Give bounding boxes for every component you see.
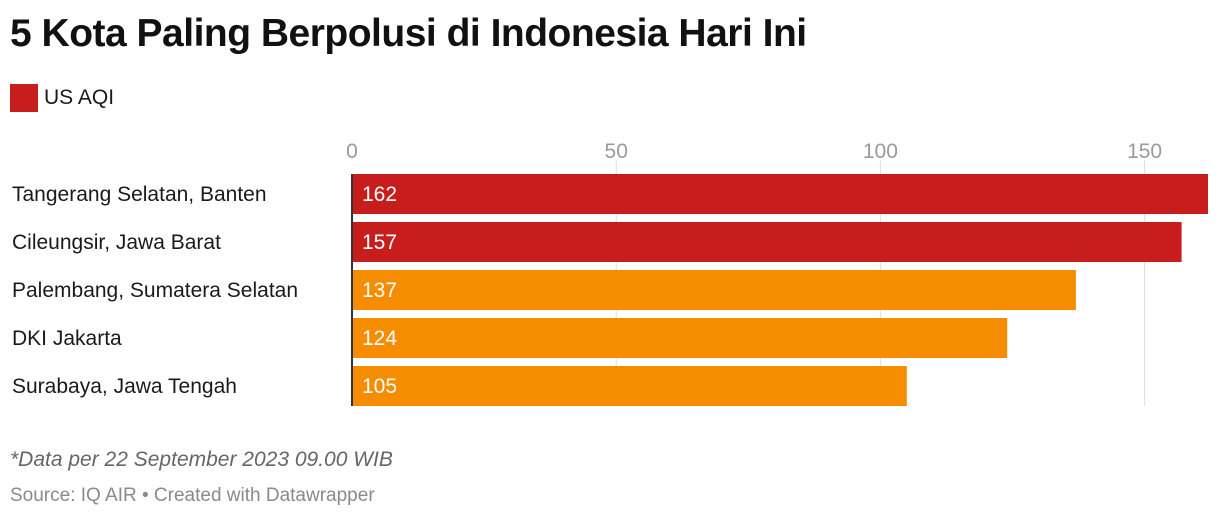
category-label: Cileungsir, Jawa Barat	[12, 231, 221, 254]
x-tick-label: 100	[863, 140, 898, 163]
bar-value-label: 105	[362, 375, 397, 398]
data-note: *Data per 22 September 2023 09.00 WIB	[10, 448, 393, 471]
bar-chart: 0 50 100 150 Tangerang Selatan, Banten 162 Cil…	[12, 140, 1208, 406]
chart-title: 5 Kota Paling Berpolusi di Indonesia Har…	[10, 12, 807, 55]
x-tick-label: 150	[1127, 140, 1162, 163]
bar	[352, 366, 907, 406]
bar-value-label: 137	[362, 279, 397, 302]
legend-label: US AQI	[44, 86, 115, 109]
x-tick-label: 50	[605, 140, 628, 163]
bar	[352, 318, 1008, 358]
bar-value-label: 157	[362, 231, 397, 254]
legend-swatch	[10, 84, 38, 112]
legend: US AQI	[10, 84, 114, 112]
bar	[352, 270, 1076, 310]
category-label: Palembang, Sumatera Selatan	[12, 279, 298, 302]
category-label: Tangerang Selatan, Banten	[12, 183, 267, 206]
source-credit: Source: IQ AIR • Created with Datawrappe…	[10, 485, 375, 506]
category-label: Surabaya, Jawa Tengah	[12, 375, 237, 398]
x-tick-label: 0	[346, 140, 358, 163]
bar	[352, 174, 1208, 214]
category-label: DKI Jakarta	[12, 327, 122, 350]
bar-value-label: 162	[362, 183, 397, 206]
bar	[352, 222, 1182, 262]
bar-value-label: 124	[362, 327, 397, 350]
